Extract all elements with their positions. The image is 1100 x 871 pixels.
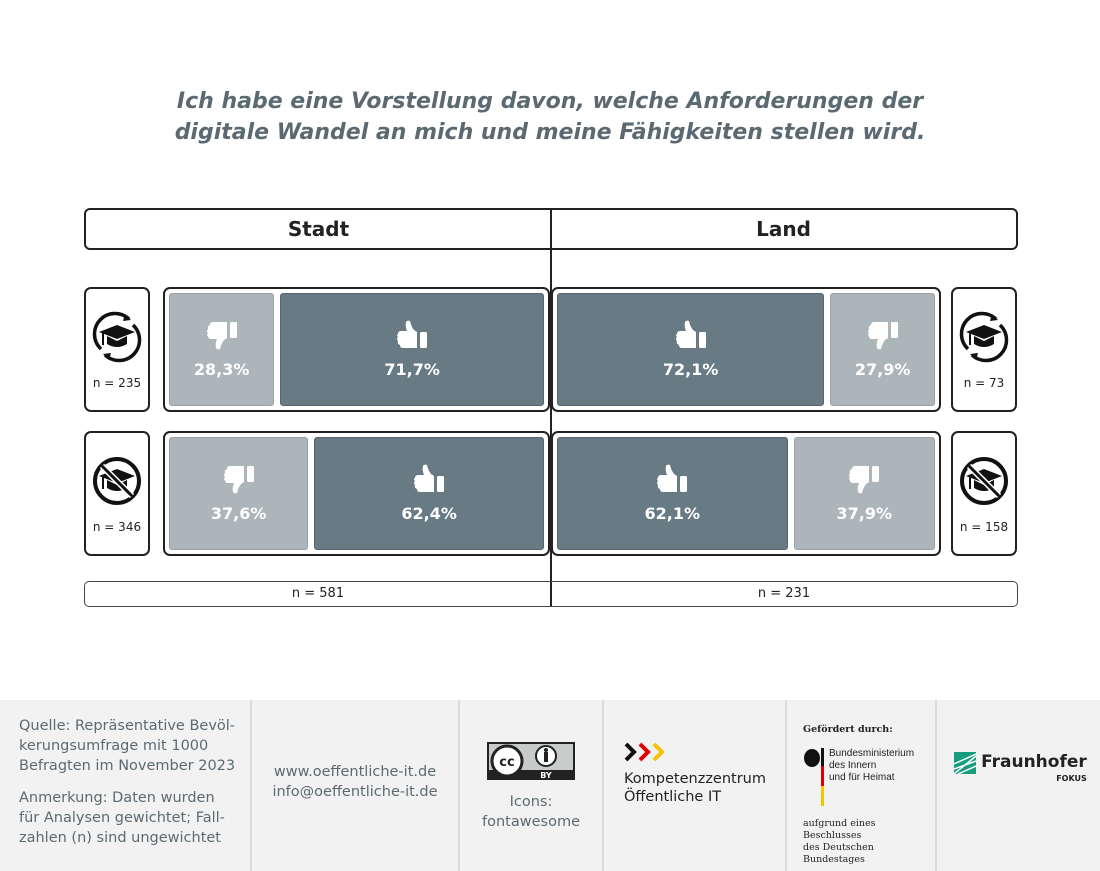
svg-text:BY: BY: [540, 771, 552, 780]
percent-label: 28,3%: [193, 360, 250, 379]
group-icon-box-stadt: n = 235: [84, 287, 150, 412]
percent-label: 27,9%: [854, 360, 911, 379]
percent-label: 62,1%: [644, 504, 701, 523]
percent-label: 62,4%: [401, 504, 457, 523]
thumbs-down-icon: [847, 464, 881, 498]
thumbs-down-icon: [866, 320, 900, 354]
bar-segment-yes: 62,1%: [557, 437, 788, 550]
bar-land-row-1: 72,1% 27,9%: [551, 287, 941, 412]
fraunhofer-logo: Fraunhofer FOKUS: [953, 752, 1087, 783]
percent-label: 71,7%: [384, 360, 440, 379]
title-line-1: Ich habe eine Vorstellung davon, welche …: [176, 89, 924, 114]
bmi-line-3: und für Heimat: [829, 772, 895, 783]
footer-kompetenz-col: Kompetenzzentrum Öffentliche IT: [604, 700, 787, 871]
group-icon-box-land: n = 73: [951, 287, 1017, 412]
chart-title: Ich habe eine Vorstellung davon, welche …: [0, 86, 1100, 148]
beschluss-line-1: aufgrund eines Beschlusses: [803, 818, 876, 841]
group-icon-box-stadt: n = 346: [84, 431, 150, 556]
bmi-line-2: des Innern: [829, 760, 877, 771]
icons-label: Icons:: [509, 794, 553, 810]
percent-label: 72,1%: [662, 360, 719, 379]
svg-text:cc: cc: [499, 755, 514, 770]
percent-label: 37,6%: [210, 504, 267, 523]
footer-source-col: Quelle: Repräsentative Bevöl-kerungsumfr…: [0, 700, 252, 871]
graduation-cap-cycle-icon: [91, 311, 143, 367]
bar-segment-yes: 62,4%: [314, 437, 544, 550]
thumbs-up-icon: [655, 464, 689, 498]
total-stadt: n = 581: [291, 586, 345, 601]
funded-label: Gefördert durch:: [803, 724, 893, 735]
thumbs-up-icon: [395, 320, 429, 354]
footer-bmi-col: Gefördert durch: Bundesministerium des I…: [787, 700, 937, 871]
thumbs-up-icon: [674, 320, 708, 354]
group-icon-box-land: n = 158: [951, 431, 1017, 556]
bar-segment-yes: 72,1%: [557, 293, 825, 406]
no-graduation-cap-icon: [958, 457, 1010, 511]
bar-segment-no: 37,9%: [793, 437, 935, 550]
header-stadt: Stadt: [287, 217, 350, 241]
fraunhofer-text: Fraunhofer: [981, 752, 1087, 772]
kompetenz-line-2: Öffentliche IT: [624, 789, 722, 805]
source-text: Quelle: Repräsentative Bevöl-kerungsumfr…: [19, 718, 236, 774]
federal-eagle-icon: [804, 748, 824, 806]
fraunhofer-logo-icon: [953, 752, 977, 775]
note-text: Anmerkung: Daten wurden für Analysen gew…: [19, 790, 225, 846]
footer-contact-col: www.oeffentliche-it.de info@oeffentliche…: [252, 700, 460, 871]
cc-by-license-icon: cc BY: [487, 742, 575, 780]
bmi-logo: Bundesministerium des Innern und für Hei…: [803, 748, 935, 806]
footer-license-col: cc BY Icons: fontawesome: [460, 700, 604, 871]
bar-stadt-row-2: 37,6% 62,4%: [163, 431, 550, 556]
website-link[interactable]: www.oeffentliche-it.de: [273, 764, 437, 780]
email-link[interactable]: info@oeffentliche-it.de: [272, 784, 438, 800]
total-land: n = 231: [757, 586, 811, 601]
kompetenzzentrum-logo-icon: [624, 742, 665, 762]
sample-size: n = 346: [92, 520, 142, 534]
percent-label: 37,9%: [836, 504, 893, 523]
bar-segment-no: 27,9%: [830, 293, 935, 406]
sample-size: n = 158: [959, 520, 1009, 534]
sample-size: n = 235: [92, 376, 142, 390]
thumbs-down-icon: [205, 320, 239, 354]
bar-segment-no: 28,3%: [169, 293, 275, 406]
bmi-line-1: Bundesministerium: [829, 748, 915, 759]
beschluss-line-2: des Deutschen Bundestages: [803, 842, 874, 865]
no-graduation-cap-icon: [91, 457, 143, 511]
bar-segment-yes: 71,7%: [280, 293, 544, 406]
totals-box: n = 581 n = 231: [84, 581, 1018, 607]
graduation-cap-cycle-icon: [958, 311, 1010, 367]
header-land: Land: [756, 217, 811, 241]
bar-land-row-2: 62,1% 37,9%: [551, 431, 941, 556]
footer: Quelle: Repräsentative Bevöl-kerungsumfr…: [0, 700, 1100, 871]
sample-size: n = 73: [963, 376, 1005, 390]
kompetenz-line-1: Kompetenzzentrum: [624, 771, 766, 787]
title-line-2: digitale Wandel an mich und meine Fähigk…: [174, 120, 926, 145]
thumbs-up-icon: [412, 464, 446, 498]
bar-segment-no: 37,6%: [169, 437, 309, 550]
thumbs-down-icon: [222, 464, 256, 498]
icons-source: fontawesome: [482, 814, 580, 830]
bar-stadt-row-1: 28,3% 71,7%: [163, 287, 550, 412]
fokus-text: FOKUS: [1056, 774, 1087, 783]
